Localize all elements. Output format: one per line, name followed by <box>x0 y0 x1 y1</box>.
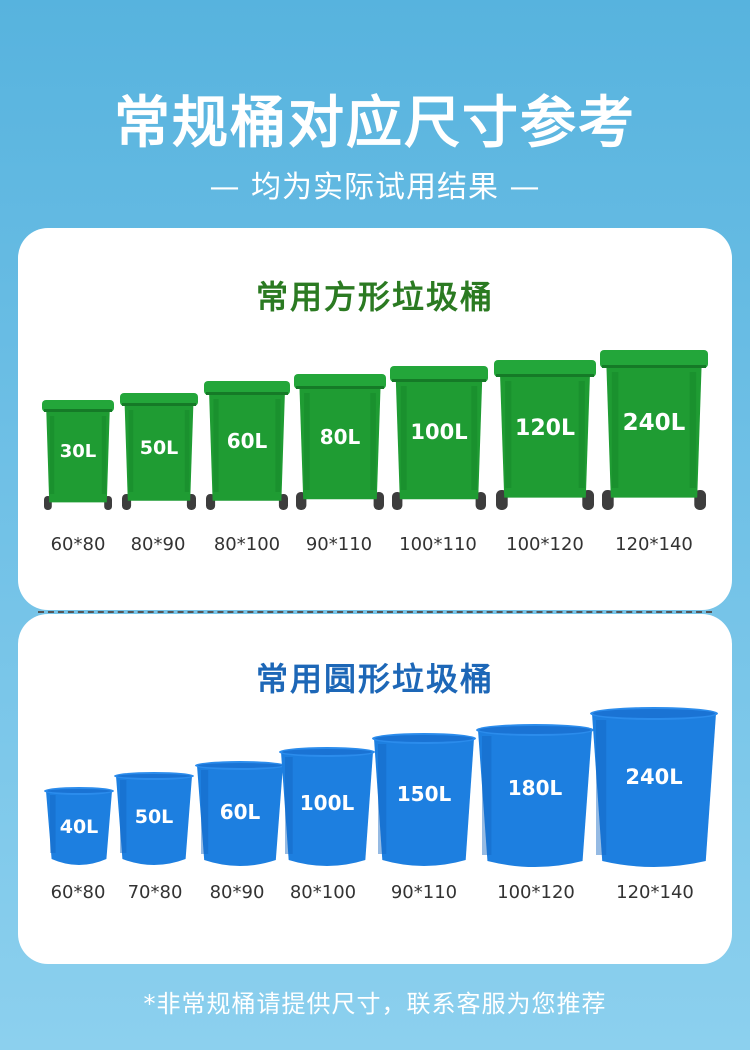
square-bin-item: 100L <box>390 366 488 512</box>
bucket-capacity-label: 180L <box>507 776 563 801</box>
dashed-divider <box>38 611 712 613</box>
round-section-title: 常用圆形垃圾桶 <box>255 660 494 698</box>
bucket-capacity-label: 40L <box>59 815 99 838</box>
bucket-size-label: 120*140 <box>616 882 694 903</box>
bucket-capacity-label: 240L <box>625 765 683 790</box>
round-bucket-icon <box>476 724 594 867</box>
page-subtitle: — 均为实际试用结果 — <box>209 170 541 205</box>
bin-size-label: 60*80 <box>50 534 106 555</box>
bucket-size-label: 80*90 <box>209 882 265 903</box>
round-bin-item: 60L <box>195 761 285 868</box>
bin-size-label: 80*90 <box>130 534 186 555</box>
round-bin-item: 100L <box>279 747 375 868</box>
round-bucket-icon <box>590 707 718 867</box>
bucket-size-label: 70*80 <box>127 882 183 903</box>
square-bin-item: 50L <box>120 393 198 512</box>
bucket-size-label: 90*110 <box>390 882 458 903</box>
bin-size-label: 100*110 <box>399 534 477 555</box>
bin-capacity-label: 60L <box>226 429 268 454</box>
round-bucket-icon <box>372 733 476 866</box>
wheelie-bin-icon <box>600 350 708 510</box>
bin-capacity-label: 100L <box>410 420 468 445</box>
round-bin-item: 240L <box>590 707 718 869</box>
round-bucket-icon <box>279 747 375 866</box>
bucket-size-label: 80*100 <box>289 882 357 903</box>
square-bins-card: 常用方形垃圾桶 30L 60*80 50L 80*90 60L 80*100 80L 90*1… <box>18 228 732 610</box>
bucket-capacity-label: 60L <box>219 799 261 824</box>
bin-capacity-label: 80L <box>319 425 361 450</box>
square-bin-item: 30L <box>42 400 114 512</box>
wheelie-bin-icon <box>294 374 386 510</box>
round-bin-item: 180L <box>476 724 594 869</box>
bin-size-label: 80*100 <box>213 534 281 555</box>
bucket-capacity-label: 100L <box>299 790 355 815</box>
footer-note: *非常规桶请提供尺寸，联系客服为您推荐 <box>143 990 607 1018</box>
bucket-capacity-label: 150L <box>396 781 452 806</box>
wheelie-bin-icon <box>390 366 488 510</box>
bucket-size-label: 60*80 <box>50 882 106 903</box>
round-bins-card: 常用圆形垃圾桶 40L 60*80 50L 70*80 60L 80*90 100L 80*1… <box>18 614 732 964</box>
page-title: 常规桶对应尺寸参考 <box>114 91 636 156</box>
bin-capacity-label: 50L <box>139 437 179 460</box>
wheelie-bin-icon <box>204 381 290 510</box>
square-bin-item: 60L <box>204 381 290 512</box>
round-bucket-icon <box>44 787 114 865</box>
round-bucket-icon <box>195 761 285 866</box>
round-bin-item: 40L <box>44 787 114 867</box>
bin-size-label: 120*140 <box>615 534 693 555</box>
round-bin-item: 150L <box>372 733 476 868</box>
bin-size-label: 90*110 <box>305 534 373 555</box>
square-section-title: 常用方形垃圾桶 <box>255 278 494 316</box>
round-bucket-icon <box>114 772 194 865</box>
wheelie-bin-icon <box>42 400 114 510</box>
square-bin-item: 240L <box>600 350 708 512</box>
wheelie-bin-icon <box>494 360 596 510</box>
square-bin-item: 120L <box>494 360 596 512</box>
wheelie-bin-icon <box>120 393 198 510</box>
square-bin-item: 80L <box>294 374 386 512</box>
bucket-size-label: 100*120 <box>497 882 575 903</box>
bin-size-label: 100*120 <box>506 534 584 555</box>
round-bin-item: 50L <box>114 772 194 867</box>
bin-capacity-label: 240L <box>622 409 686 436</box>
bucket-capacity-label: 50L <box>134 806 174 829</box>
bin-capacity-label: 30L <box>59 441 97 463</box>
bin-capacity-label: 120L <box>515 416 575 442</box>
